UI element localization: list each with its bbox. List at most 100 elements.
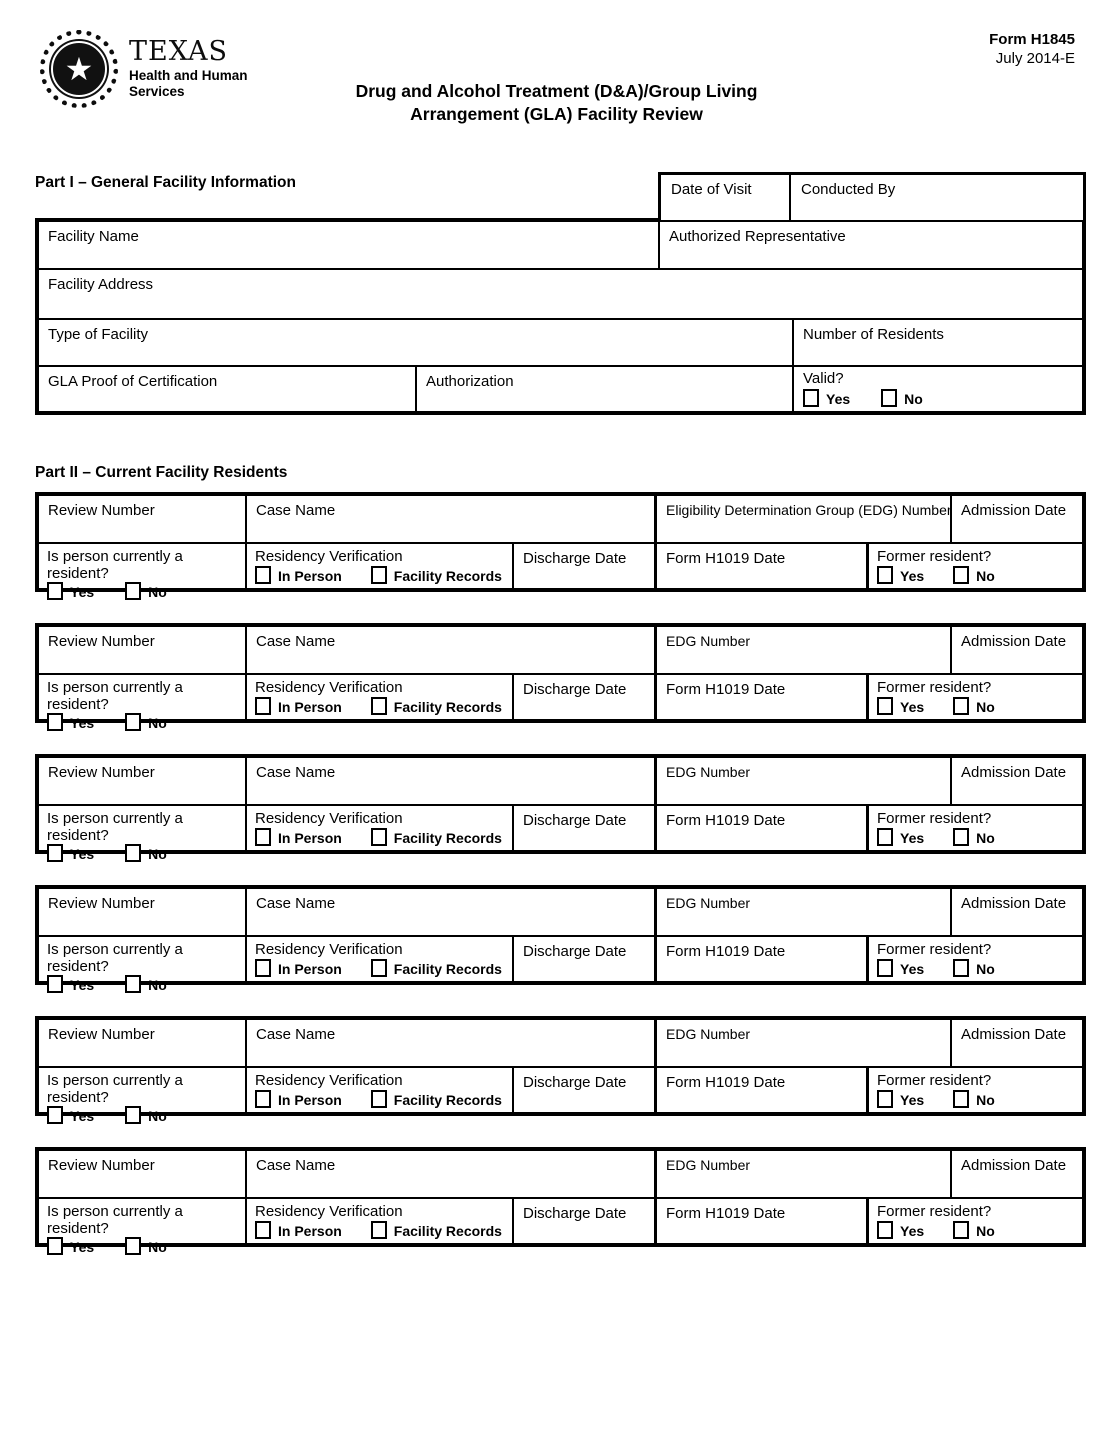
form-h1019-date-field[interactable]: Form H1019 Date (657, 1199, 869, 1243)
facility-records-option: Facility Records (370, 1090, 502, 1108)
edg-number-field[interactable]: EDG Number (657, 758, 952, 804)
edg-number-field[interactable]: EDG Number (657, 1151, 952, 1197)
admission-date-field[interactable]: Admission Date (961, 1157, 1067, 1174)
current-resident-yes-checkbox[interactable] (47, 582, 63, 600)
facility-address-field[interactable]: Facility Address (48, 276, 154, 293)
valid-yes-checkbox[interactable] (803, 389, 819, 407)
facility-name-field[interactable]: Facility Name (39, 222, 660, 268)
review-number-field[interactable]: Review Number (39, 1020, 247, 1066)
former-resident-no-checkbox[interactable] (953, 959, 970, 977)
former-resident-yes-checkbox[interactable] (877, 1221, 893, 1239)
form-h1019-date-field[interactable]: Form H1019 Date (657, 806, 869, 850)
edg-number-field[interactable]: EDG Number (657, 627, 952, 673)
valid-yes-label: Yes (826, 391, 851, 408)
current-resident-yes-option: Yes (47, 582, 94, 600)
admission-date-field[interactable]: Admission Date (961, 1026, 1067, 1043)
case-name-field[interactable]: Case Name (247, 1151, 657, 1197)
gla-proof-field[interactable]: GLA Proof of Certification (39, 367, 417, 411)
discharge-date-field[interactable]: Discharge Date (514, 1199, 657, 1243)
facility-records-checkbox[interactable] (370, 828, 387, 846)
former-resident-no-option: No (953, 1221, 995, 1239)
current-resident-label: Is person currently a resident? (47, 810, 183, 844)
former-resident-yes-checkbox[interactable] (877, 828, 893, 846)
edg-number-label: EDG Number (666, 764, 751, 780)
authorized-representative-field[interactable]: Authorized Representative (669, 228, 846, 245)
admission-date-field[interactable]: Admission Date (961, 502, 1067, 519)
facility-records-checkbox[interactable] (370, 697, 387, 715)
former-resident-no-checkbox[interactable] (953, 566, 970, 584)
facility-records-option: Facility Records (370, 959, 502, 977)
review-number-field[interactable]: Review Number (39, 1151, 247, 1197)
case-name-field[interactable]: Case Name (247, 758, 657, 804)
conducted-by-field[interactable]: Conducted By (801, 181, 896, 198)
valid-no-checkbox[interactable] (881, 389, 898, 407)
current-resident-question: Is person currently a resident? Yes No (39, 1199, 247, 1255)
facility-records-checkbox[interactable] (370, 566, 387, 584)
former-resident-yes-checkbox[interactable] (877, 1090, 893, 1108)
resident-block: Review Number Case Name EDG Number Admis… (35, 885, 1086, 993)
former-resident-label: Former resident? (877, 679, 992, 696)
type-of-facility-field[interactable]: Type of Facility (39, 320, 794, 365)
former-resident-yes-checkbox[interactable] (877, 959, 893, 977)
current-resident-no-checkbox[interactable] (125, 1237, 142, 1255)
admission-date-field[interactable]: Admission Date (961, 764, 1067, 781)
current-resident-no-checkbox[interactable] (125, 844, 142, 862)
discharge-date-field[interactable]: Discharge Date (514, 806, 657, 850)
in-person-checkbox[interactable] (255, 566, 271, 584)
former-resident-no-checkbox[interactable] (953, 1221, 970, 1239)
edg-number-field[interactable]: Eligibility Determination Group (EDG) Nu… (657, 496, 952, 542)
facility-records-checkbox[interactable] (370, 1090, 387, 1108)
discharge-date-field[interactable]: Discharge Date (514, 937, 657, 981)
in-person-checkbox[interactable] (255, 1221, 271, 1239)
form-h1019-date-field[interactable]: Form H1019 Date (657, 544, 869, 588)
former-resident-yes-checkbox[interactable] (877, 697, 893, 715)
form-h1019-date-field[interactable]: Form H1019 Date (657, 675, 869, 719)
form-h1019-date-field[interactable]: Form H1019 Date (657, 1068, 869, 1112)
current-resident-yes-checkbox[interactable] (47, 1237, 63, 1255)
in-person-checkbox[interactable] (255, 959, 271, 977)
residency-verification-label: Residency Verification (255, 548, 403, 565)
case-name-field[interactable]: Case Name (247, 496, 657, 542)
facility-records-checkbox[interactable] (370, 1221, 387, 1239)
review-number-field[interactable]: Review Number (39, 758, 247, 804)
former-resident-question: Former resident? Yes No (869, 937, 1082, 981)
form-h1019-date-field[interactable]: Form H1019 Date (657, 937, 869, 981)
case-name-field[interactable]: Case Name (247, 1020, 657, 1066)
current-resident-yes-checkbox[interactable] (47, 1106, 63, 1124)
discharge-date-field[interactable]: Discharge Date (514, 544, 657, 588)
admission-date-field[interactable]: Admission Date (961, 895, 1067, 912)
facility-records-checkbox[interactable] (370, 959, 387, 977)
former-resident-yes-checkbox[interactable] (877, 566, 893, 584)
date-of-visit-field[interactable]: Date of Visit (661, 175, 791, 220)
former-resident-no-checkbox[interactable] (953, 697, 970, 715)
review-number-field[interactable]: Review Number (39, 496, 247, 542)
valid-yes-option: Yes (803, 389, 850, 407)
discharge-date-field[interactable]: Discharge Date (514, 675, 657, 719)
discharge-date-field[interactable]: Discharge Date (514, 1068, 657, 1112)
case-name-field[interactable]: Case Name (247, 627, 657, 673)
case-name-field[interactable]: Case Name (247, 889, 657, 935)
number-of-residents-field[interactable]: Number of Residents (803, 326, 944, 343)
review-number-field[interactable]: Review Number (39, 627, 247, 673)
current-resident-no-checkbox[interactable] (125, 713, 142, 731)
former-resident-no-checkbox[interactable] (953, 828, 970, 846)
current-resident-no-checkbox[interactable] (125, 582, 142, 600)
current-resident-no-checkbox[interactable] (125, 975, 142, 993)
current-resident-yes-checkbox[interactable] (47, 713, 63, 731)
review-number-field[interactable]: Review Number (39, 889, 247, 935)
current-resident-yes-checkbox[interactable] (47, 975, 63, 993)
in-person-checkbox[interactable] (255, 828, 271, 846)
edg-number-label: EDG Number (666, 1026, 751, 1042)
current-resident-question: Is person currently a resident? Yes No (39, 1068, 247, 1124)
seal-star-icon: ★ (51, 41, 107, 97)
in-person-checkbox[interactable] (255, 697, 271, 715)
in-person-checkbox[interactable] (255, 1090, 271, 1108)
edg-number-field[interactable]: EDG Number (657, 889, 952, 935)
former-resident-no-checkbox[interactable] (953, 1090, 970, 1108)
authorization-field[interactable]: Authorization (417, 367, 794, 411)
current-resident-no-checkbox[interactable] (125, 1106, 142, 1124)
residency-verification-label: Residency Verification (255, 679, 403, 696)
current-resident-yes-checkbox[interactable] (47, 844, 63, 862)
edg-number-field[interactable]: EDG Number (657, 1020, 952, 1066)
admission-date-field[interactable]: Admission Date (961, 633, 1067, 650)
